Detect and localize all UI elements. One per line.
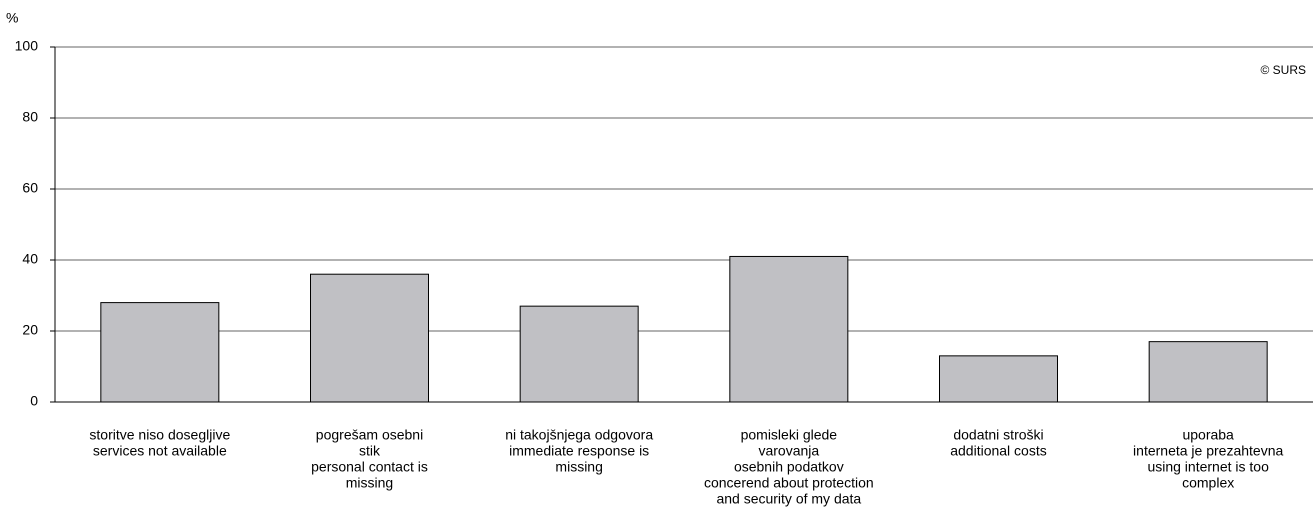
x-tick-label: ni takojšnjega odgovora (505, 427, 653, 443)
y-tick-label: 100 (15, 38, 39, 54)
x-tick-label: dodatni stroški (953, 427, 1043, 443)
x-tick-label: storitve niso dosegljive (89, 427, 230, 443)
bar (310, 273, 429, 403)
y-tick-label: 0 (30, 393, 38, 409)
x-tick-label: pogrešam osebni (316, 427, 423, 443)
bar (519, 305, 639, 403)
x-tick-label: complex (1182, 475, 1234, 491)
x-tick-label: uporaba (1182, 427, 1234, 443)
y-tick-label: 80 (22, 109, 38, 125)
x-tick-label: missing (346, 475, 393, 491)
y-tick-label: 20 (22, 322, 38, 338)
bar (100, 302, 220, 403)
x-tick-label: using internet is too (1147, 459, 1269, 475)
x-tick-label: interneta je prezahtevna (1133, 443, 1283, 459)
y-axis-label: % (6, 10, 18, 26)
x-tick-label: osebnih podatkov (734, 459, 844, 475)
x-tick-label: and security of my data (716, 491, 861, 507)
x-tick-label: stik (359, 443, 381, 459)
bar (729, 255, 849, 403)
x-tick-label: concerend about protection (704, 475, 874, 491)
y-tick-label: 60 (22, 180, 38, 196)
y-tick-label: 40 (22, 251, 38, 267)
x-tick-label: varovanja (758, 443, 819, 459)
bar (939, 355, 1058, 403)
x-tick-label: personal contact is (311, 459, 428, 475)
copyright: © SURS (1260, 63, 1306, 77)
x-tick-label: immediate response is (509, 443, 649, 459)
x-tick-label: additional costs (950, 443, 1047, 459)
x-tick-label: missing (555, 459, 602, 475)
x-tick-label: pomisleki glede (741, 427, 838, 443)
x-tick-label: services not available (93, 443, 227, 459)
bar (1148, 341, 1268, 403)
